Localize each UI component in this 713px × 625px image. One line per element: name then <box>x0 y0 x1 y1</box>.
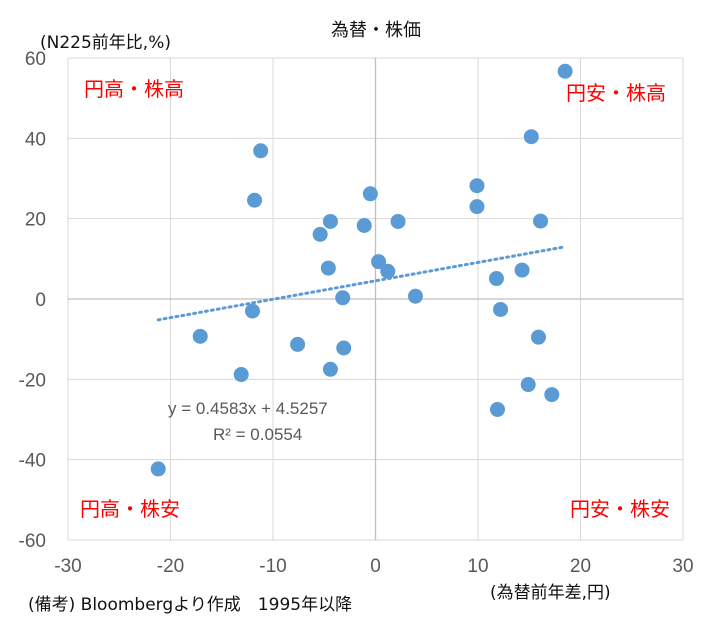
data-point <box>233 367 249 383</box>
data-point <box>322 361 338 377</box>
data-point <box>489 401 505 417</box>
data-point <box>356 217 372 233</box>
data-point <box>245 303 260 319</box>
data-point <box>253 143 269 159</box>
data-point <box>312 226 328 242</box>
data-point <box>544 387 560 403</box>
data-point <box>493 301 509 317</box>
y-tick-label: 20 <box>25 210 46 231</box>
quadrant-label-top-left: 円高・株高 <box>84 77 184 101</box>
trendline-equation: y = 0.4583x + 4.5257 <box>168 399 328 418</box>
trendline <box>156 245 567 322</box>
y-tick-label: 0 <box>35 290 46 311</box>
data-point <box>335 290 351 306</box>
x-tick-label: 30 <box>672 556 693 577</box>
y-tick-label: -20 <box>19 370 46 391</box>
x-tick-label: -10 <box>259 556 286 577</box>
y-tick-label: -60 <box>19 531 46 552</box>
data-points <box>150 63 573 477</box>
x-tick-label: -30 <box>54 556 81 577</box>
x-tick-label: 10 <box>467 556 488 577</box>
data-point <box>514 262 530 278</box>
data-point <box>371 254 387 270</box>
data-point <box>469 199 485 215</box>
x-axis-label: (為替前年差,円) <box>490 583 611 603</box>
data-point <box>520 377 536 393</box>
data-point <box>407 288 423 304</box>
data-point <box>362 186 378 202</box>
data-point <box>530 329 546 345</box>
quadrant-label-bottom-right: 円安・株安 <box>570 497 670 521</box>
data-point <box>247 192 263 208</box>
x-tick-label: 0 <box>370 556 381 577</box>
quadrant-label-top-right: 円安・株高 <box>566 81 666 105</box>
x-tick-label: -20 <box>157 556 184 577</box>
data-point <box>488 271 504 287</box>
axis-lines <box>68 58 683 540</box>
data-point <box>523 129 539 145</box>
y-axis-label: (N225前年比,%) <box>40 33 171 53</box>
data-point <box>469 178 485 194</box>
data-point <box>533 213 549 229</box>
data-point <box>557 63 573 79</box>
y-tick-label: 60 <box>25 49 46 70</box>
data-point <box>290 336 306 352</box>
quadrant-label-bottom-left: 円高・株安 <box>80 497 180 521</box>
data-point <box>336 340 352 356</box>
data-point <box>380 263 396 279</box>
y-tick-label: 40 <box>25 129 46 150</box>
data-point <box>320 260 336 276</box>
data-point <box>390 213 406 229</box>
data-point <box>322 213 338 229</box>
trendline-r-squared: R² = 0.0554 <box>213 425 302 444</box>
chart-title: 為替・株価 <box>331 20 421 41</box>
source-note: (備考) Bloombergより作成 1995年以降 <box>28 595 352 615</box>
x-tick-label: 20 <box>570 556 591 577</box>
data-point <box>192 328 208 344</box>
y-tick-label: -40 <box>19 451 46 472</box>
tick-labels: -30 -20 -10 0 10 20 30 -60 -40 -20 0 20 40 60 <box>19 49 694 577</box>
data-point <box>150 461 166 477</box>
